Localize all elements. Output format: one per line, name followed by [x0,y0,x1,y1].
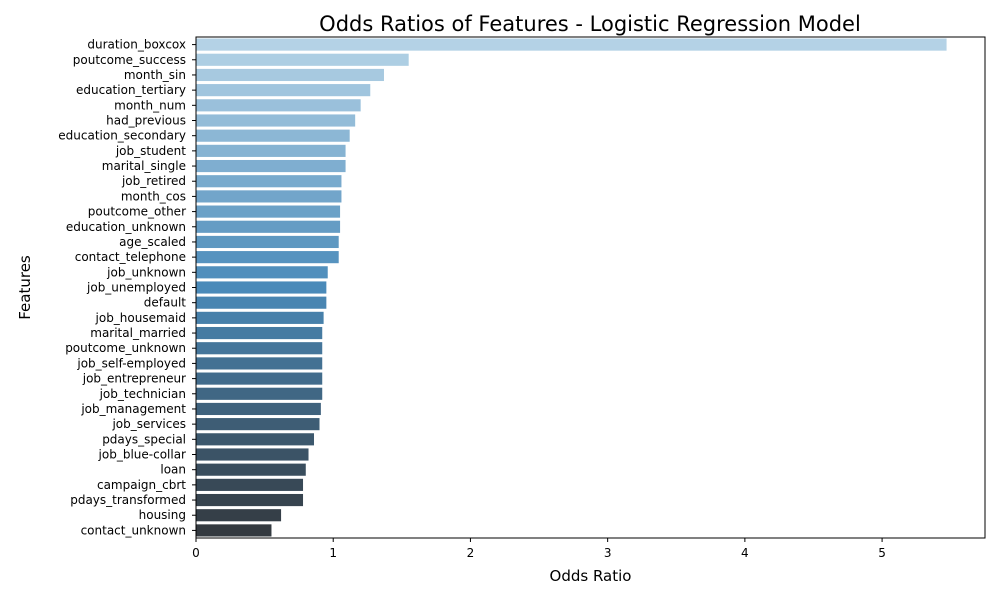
x-tick-label: 4 [741,546,749,560]
y-tick-label: campaign_cbrt [97,478,186,492]
y-tick-label: pdays_transformed [70,493,186,507]
y-tick-label: job_unknown [106,265,186,279]
y-tick-label: marital_single [102,159,186,173]
bar-job_student [196,144,346,157]
bar-duration_boxcox [196,38,947,51]
x-tick-label: 1 [329,546,337,560]
y-tick-label: month_sin [124,68,186,82]
bar-age_scaled [196,235,339,249]
bar-job_technician [196,387,323,400]
x-tick-label: 5 [878,546,886,560]
x-axis: 0 1 2 3 4 5 [192,538,886,560]
y-tick-label: marital_married [90,326,186,340]
y-tick-label: poutcome_other [88,205,186,219]
bar-job_entrepreneur [196,372,323,385]
x-tick-label: 3 [604,546,612,560]
y-tick-label: default [144,296,187,310]
bar-housing [196,509,282,522]
bar-job_unemployed [196,281,327,294]
bar-contact_telephone [196,251,339,264]
bar-job_self-employed [196,357,323,370]
y-tick-label: job_retired [121,174,186,188]
bar-job_management [196,402,321,416]
y-tick-label: had_previous [106,114,186,128]
bar-job_services [196,418,320,431]
bar-pdays_transformed [196,493,304,507]
bar-job_blue-collar [196,448,309,461]
y-tick-label: poutcome_success [73,53,186,67]
bar-month_sin [196,68,384,82]
x-axis-label: Odds Ratio [550,567,632,585]
bar-campaign_cbrt [196,478,304,491]
y-tick-label: pdays_special [102,432,186,446]
bar-pdays_special [196,433,315,446]
bar-default [196,296,327,309]
y-tick-label: month_num [114,98,186,112]
y-tick-label: job_services [111,417,186,431]
y-tick-label: month_cos [121,189,186,203]
plot-frame [195,36,986,539]
y-tick-label: housing [139,508,186,522]
y-tick-label: job_management [80,402,186,416]
bar-marital_single [196,159,346,173]
y-tick-label: job_self-employed [76,356,186,370]
chart-title: Odds Ratios of Features - Logistic Regre… [319,12,861,36]
y-tick-label: contact_telephone [75,250,186,264]
y-tick-labels: duration_boxcoxpoutcome_successmonth_sin… [58,38,196,537]
y-tick-label: job_unemployed [86,281,186,295]
y-tick-label: loan [160,463,186,477]
y-tick-label: education_secondary [58,129,186,143]
y-tick-label: age_scaled [119,235,186,249]
x-tick-label: 0 [192,546,200,560]
bar-job_retired [196,175,342,188]
bar-loan [196,463,306,476]
y-tick-label: job_entrepreneur [82,372,186,386]
bar-job_housemaid [196,311,324,324]
bar-job_unknown [196,266,328,279]
y-tick-label: job_student [115,144,186,158]
y-axis-label: Features [16,255,34,320]
bar-marital_married [196,326,323,340]
bar-poutcome_unknown [196,342,323,355]
y-tick-label: contact_unknown [81,523,186,537]
bars-group [196,38,947,537]
bar-month_num [196,99,361,112]
bar-month_cos [196,190,342,203]
y-tick-label: education_tertiary [76,83,186,97]
x-tick-label: 2 [467,546,475,560]
bar-contact_unknown [196,524,272,537]
y-tick-label: job_technician [99,387,186,401]
y-tick-label: poutcome_unknown [65,341,186,355]
bar-poutcome_other [196,205,341,218]
y-tick-label: job_blue-collar [98,448,187,462]
y-tick-label: education_unknown [66,220,186,234]
bar-education_tertiary [196,84,371,97]
bar-had_previous [196,114,356,127]
y-tick-label: duration_boxcox [87,38,186,52]
y-tick-label: job_housemaid [95,311,186,325]
bar-poutcome_success [196,53,409,66]
bar-education_secondary [196,129,350,142]
bar-education_unknown [196,220,341,233]
